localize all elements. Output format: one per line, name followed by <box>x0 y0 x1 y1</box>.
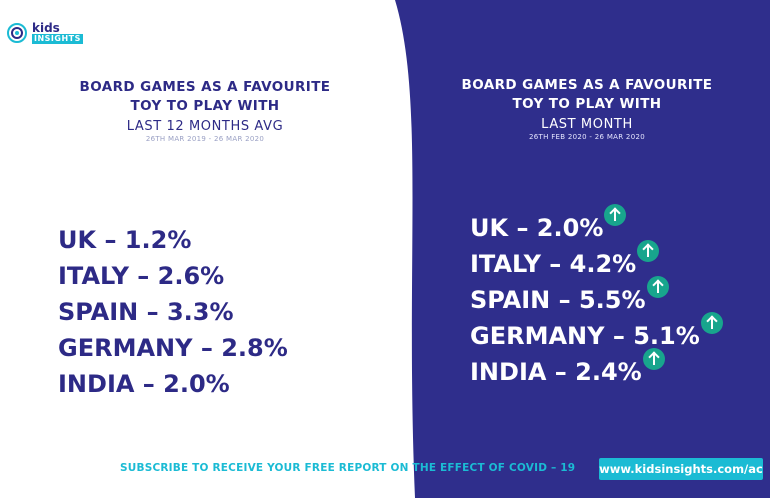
list-item-text: UK – 2.0% <box>470 214 604 242</box>
left-country-list: UK – 1.2% ITALY – 2.6% SPAIN – 3.3% GERM… <box>58 222 288 402</box>
left-title-block: BOARD GAMES AS A FAVOURITE TOY TO PLAY W… <box>10 78 400 144</box>
left-period: LAST 12 MONTHS AVG <box>126 119 284 134</box>
arrow-up-icon <box>646 276 669 298</box>
arrow-up-icon <box>642 348 665 370</box>
logo-kids: kids <box>32 21 60 35</box>
panel-curve <box>395 0 415 498</box>
list-item: GERMANY – 2.8% <box>58 334 288 362</box>
list-item: GERMANY – 5.1% <box>470 312 723 354</box>
right-title-line2: TOY TO PLAY WITH <box>512 96 662 112</box>
list-item: SPAIN – 5.5% <box>470 276 723 318</box>
website-link[interactable]: www.kidsinsights.com/ac <box>599 458 763 480</box>
list-item: ITALY – 2.6% <box>58 262 225 290</box>
right-title-block: BOARD GAMES AS A FAVOURITE TOY TO PLAY W… <box>392 76 770 142</box>
list-item-text: SPAIN – 5.5% <box>470 286 646 314</box>
list-item-text: GERMANY – 5.1% <box>470 322 700 350</box>
logo-insights: INSIGHTS <box>32 34 83 44</box>
subscribe-text: SUBSCRIBE TO RECEIVE YOUR FREE REPORT ON… <box>120 462 576 474</box>
list-item: SPAIN – 3.3% <box>58 298 234 326</box>
list-item-text: ITALY – 4.2% <box>470 250 637 278</box>
list-item: ITALY – 4.2% <box>470 240 723 282</box>
left-panel <box>0 0 420 498</box>
list-item: UK – 1.2% <box>58 226 192 254</box>
logo: kids INSIGHTS <box>6 22 83 44</box>
list-item: UK – 2.0% <box>470 204 723 246</box>
logo-icon <box>7 23 27 43</box>
right-period: LAST MONTH <box>541 117 633 132</box>
list-item-text: INDIA – 2.4% <box>470 358 642 386</box>
right-dates: 26TH FEB 2020 - 26 MAR 2020 <box>529 133 645 141</box>
right-panel <box>395 0 770 498</box>
arrow-up-icon <box>700 312 723 334</box>
arrow-up-icon <box>604 204 627 226</box>
list-item: INDIA – 2.0% <box>58 370 230 398</box>
arrow-up-icon <box>637 240 660 262</box>
list-item: INDIA – 2.4% <box>470 348 723 390</box>
right-title: BOARD GAMES AS A FAVOURITE <box>461 77 713 93</box>
left-dates: 26TH MAR 2019 - 26 MAR 2020 <box>145 135 265 143</box>
right-country-list: UK – 2.0% ITALY – 4.2% SPAIN – 5.5% GERM… <box>470 204 723 390</box>
left-title-line2: TOY TO PLAY WITH <box>130 98 280 114</box>
left-title: BOARD GAMES AS A FAVOURITE <box>79 79 331 95</box>
